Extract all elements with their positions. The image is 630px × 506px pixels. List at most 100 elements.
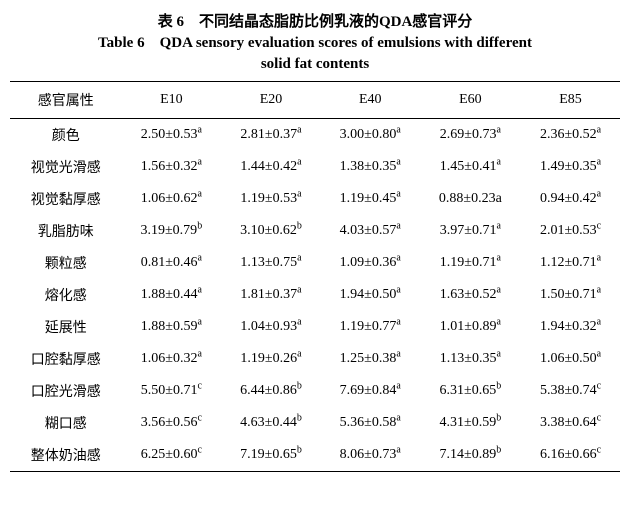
- cell-mean-sd: 1.25±0.38: [340, 351, 397, 366]
- cell-value: 1.06±0.32a: [122, 343, 222, 375]
- cell-superscript: b: [297, 444, 302, 455]
- cell-superscript: b: [197, 220, 202, 231]
- cell-mean-sd: 1.06±0.50: [540, 351, 597, 366]
- cell-mean-sd: 1.06±0.32: [141, 351, 198, 366]
- cell-superscript: a: [297, 316, 301, 327]
- table-body: 颜色2.50±0.53a2.81±0.37a3.00±0.80a2.69±0.7…: [10, 119, 620, 472]
- row-label: 颗粒感: [10, 247, 122, 279]
- cell-value: 0.94±0.42a: [521, 183, 620, 215]
- cell-superscript: a: [197, 124, 201, 135]
- cell-value: 1.38±0.35a: [321, 151, 420, 183]
- cell-value: 6.31±0.65b: [420, 375, 521, 407]
- cell-superscript: a: [597, 316, 601, 327]
- cell-value: 4.63±0.44b: [221, 407, 321, 439]
- cell-mean-sd: 1.01±0.89: [440, 319, 497, 334]
- cell-superscript: c: [197, 380, 201, 391]
- table-row: 乳脂肪味3.19±0.79b3.10±0.62b4.03±0.57a3.97±0…: [10, 215, 620, 247]
- cell-value: 1.12±0.71a: [521, 247, 620, 279]
- cell-value: 1.19±0.26a: [221, 343, 321, 375]
- cell-mean-sd: 4.63±0.44: [240, 415, 297, 430]
- cell-value: 1.06±0.50a: [521, 343, 620, 375]
- cell-value: 5.36±0.58a: [321, 407, 420, 439]
- cell-superscript: b: [297, 220, 302, 231]
- cell-mean-sd: 1.81±0.37: [240, 287, 297, 302]
- cell-value: 3.10±0.62b: [221, 215, 321, 247]
- cell-mean-sd: 0.94±0.42: [540, 191, 597, 206]
- cell-superscript: a: [496, 284, 500, 295]
- title-english-line2: solid fat contents: [10, 54, 620, 75]
- cell-mean-sd: 2.81±0.37: [240, 127, 297, 142]
- cell-superscript: c: [597, 380, 601, 391]
- cell-mean-sd: 1.56±0.32: [141, 159, 198, 174]
- cell-superscript: a: [396, 252, 400, 263]
- cell-superscript: a: [597, 124, 601, 135]
- cell-superscript: a: [597, 156, 601, 167]
- cell-superscript: b: [297, 380, 302, 391]
- col-header-e85: E85: [521, 82, 620, 119]
- cell-value: 1.04±0.93a: [221, 311, 321, 343]
- cell-mean-sd: 1.50±0.71: [540, 287, 597, 302]
- cell-superscript: a: [597, 188, 601, 199]
- cell-value: 1.49±0.35a: [521, 151, 620, 183]
- cell-mean-sd: 2.01±0.53: [540, 223, 597, 238]
- title-chinese: 表 6 不同结晶态脂肪比例乳液的QDA感官评分: [10, 10, 620, 31]
- cell-mean-sd: 3.00±0.80: [340, 127, 397, 142]
- cell-value: 0.88±0.23a: [420, 183, 521, 215]
- cell-superscript: a: [197, 156, 201, 167]
- cell-mean-sd: 1.04±0.93: [240, 319, 297, 334]
- cell-value: 1.13±0.35a: [420, 343, 521, 375]
- cell-mean-sd: 1.19±0.71: [440, 255, 497, 270]
- cell-mean-sd: 1.19±0.45: [340, 191, 397, 206]
- cell-superscript: c: [197, 412, 201, 423]
- cell-superscript: b: [297, 412, 302, 423]
- cell-superscript: a: [396, 412, 400, 423]
- table-caption: 表 6 不同结晶态脂肪比例乳液的QDA感官评分 Table 6 QDA sens…: [10, 10, 620, 75]
- table-row: 熔化感1.88±0.44a1.81±0.37a1.94±0.50a1.63±0.…: [10, 279, 620, 311]
- cell-mean-sd: 6.25±0.60: [141, 447, 198, 462]
- col-header-e60: E60: [420, 82, 521, 119]
- cell-mean-sd: 3.19±0.79: [141, 223, 198, 238]
- cell-mean-sd: 0.81±0.46: [141, 255, 198, 270]
- cell-superscript: a: [496, 220, 500, 231]
- row-label: 视觉黏厚感: [10, 183, 122, 215]
- cell-superscript: a: [396, 124, 400, 135]
- cell-superscript: a: [197, 348, 201, 359]
- cell-value: 2.36±0.52a: [521, 119, 620, 152]
- cell-mean-sd: 2.50±0.53: [141, 127, 198, 142]
- cell-mean-sd: 3.56±0.56: [141, 415, 198, 430]
- cell-value: 2.69±0.73a: [420, 119, 521, 152]
- cell-mean-sd: 1.94±0.50: [340, 287, 397, 302]
- cell-value: 1.19±0.45a: [321, 183, 420, 215]
- cell-superscript: a: [396, 188, 400, 199]
- cell-value: 1.50±0.71a: [521, 279, 620, 311]
- cell-superscript: a: [297, 284, 301, 295]
- cell-value: 2.81±0.37a: [221, 119, 321, 152]
- cell-mean-sd: 3.97±0.71: [440, 223, 497, 238]
- cell-superscript: a: [396, 220, 400, 231]
- cell-value: 1.88±0.59a: [122, 311, 222, 343]
- table-row: 整体奶油感6.25±0.60c7.19±0.65b8.06±0.73a7.14±…: [10, 439, 620, 472]
- cell-mean-sd: 1.49±0.35: [540, 159, 597, 174]
- cell-value: 1.94±0.32a: [521, 311, 620, 343]
- cell-mean-sd: 6.31±0.65: [440, 383, 497, 398]
- table-row: 视觉光滑感1.56±0.32a1.44±0.42a1.38±0.35a1.45±…: [10, 151, 620, 183]
- col-header-attribute: 感官属性: [10, 82, 122, 119]
- cell-mean-sd: 1.13±0.75: [240, 255, 297, 270]
- cell-value: 1.19±0.53a: [221, 183, 321, 215]
- row-label: 糊口感: [10, 407, 122, 439]
- cell-superscript: a: [597, 284, 601, 295]
- cell-value: 1.63±0.52a: [420, 279, 521, 311]
- row-label: 口腔光滑感: [10, 375, 122, 407]
- cell-superscript: a: [197, 316, 201, 327]
- cell-mean-sd: 1.12±0.71: [540, 255, 597, 270]
- cell-superscript: a: [297, 348, 301, 359]
- cell-superscript: a: [297, 124, 301, 135]
- cell-value: 0.81±0.46a: [122, 247, 222, 279]
- cell-mean-sd: 2.36±0.52: [540, 127, 597, 142]
- cell-superscript: a: [496, 252, 500, 263]
- cell-mean-sd: 6.44±0.86: [240, 383, 297, 398]
- cell-value: 6.25±0.60c: [122, 439, 222, 472]
- row-label: 颜色: [10, 119, 122, 152]
- table-row: 颜色2.50±0.53a2.81±0.37a3.00±0.80a2.69±0.7…: [10, 119, 620, 152]
- title-english-line1: Table 6 QDA sensory evaluation scores of…: [10, 33, 620, 54]
